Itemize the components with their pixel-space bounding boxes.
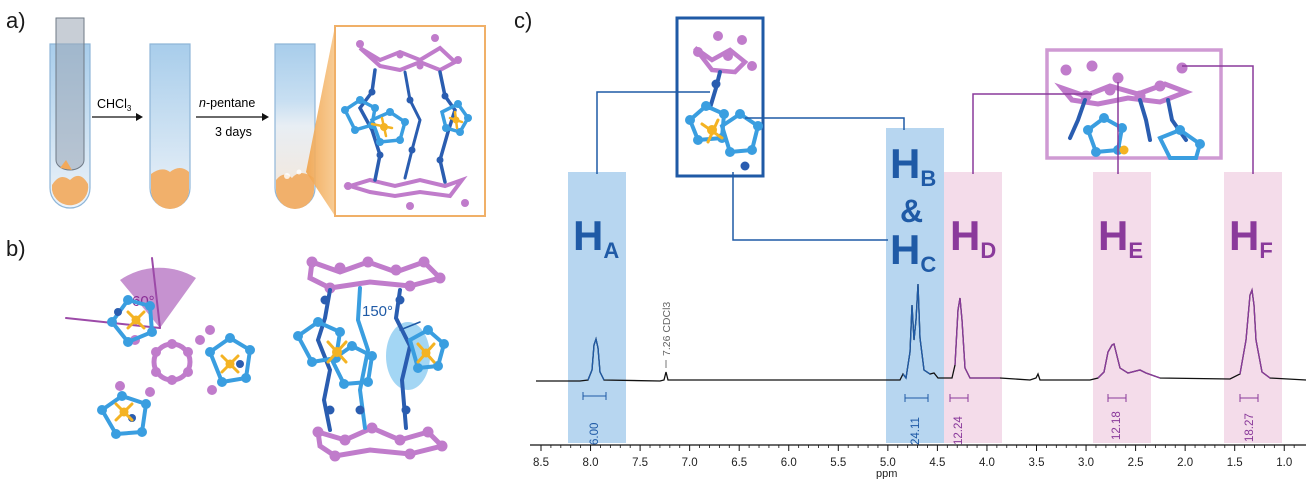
label-HB: HB (890, 140, 936, 191)
zoom-wedge (306, 26, 335, 216)
band-HA (568, 172, 626, 443)
tick-label: 5.0 (880, 457, 896, 469)
nmr-spectrum (536, 283, 1306, 382)
integral-HBC: 24.11 (910, 417, 922, 445)
arrow-2 (196, 113, 269, 121)
tube-2 (149, 43, 191, 209)
leader-lines-blue (596, 91, 905, 241)
tick-group: 8.5 8.0 7.5 7.0 6.5 6.0 5.5 5.0 4.5 4.0 3.5 3.0 2.5 2… (533, 445, 1295, 469)
arrow-1 (92, 113, 143, 121)
panel-b-right-structure: 150° (293, 256, 449, 462)
angle-150-label: 150° (362, 303, 393, 320)
tick-label: 2.5 (1128, 457, 1144, 469)
label-HD: HD (950, 212, 996, 263)
tick-label: 1.0 (1276, 457, 1292, 469)
tick-label: 4.0 (979, 457, 995, 469)
tick-label: 4.5 (929, 457, 945, 469)
band-HBC (886, 128, 944, 443)
panel-b-left-structure: 60° (65, 257, 255, 439)
integral-HF: 18.27 (1244, 413, 1256, 442)
step2-label: n-pentane (199, 96, 255, 110)
integral-HE: 12.18 (1111, 411, 1123, 440)
tick-label: 6.5 (731, 457, 747, 469)
label-amp: & (900, 193, 923, 229)
crystal-structure-a (341, 34, 472, 210)
integral-HD: 12.24 (953, 416, 965, 445)
tick-label: 8.0 (583, 457, 599, 469)
label-HA: HA (573, 212, 619, 263)
inset-blue (675, 16, 765, 178)
integral-HA: 6.00 (589, 423, 601, 445)
x-axis-label: ppm (876, 468, 897, 479)
tick-label: 3.0 (1078, 457, 1094, 469)
leader-lines-purple (972, 65, 1254, 174)
step2-time: 3 days (215, 125, 252, 139)
tick-label: 7.0 (682, 457, 698, 469)
inset-purple (1045, 48, 1223, 160)
label-HF: HF (1229, 212, 1273, 263)
solvent-label: 7.26 CDCl3 (661, 302, 673, 356)
tube-1 (49, 17, 91, 209)
tick-label: 5.5 (830, 457, 846, 469)
tick-label: 6.0 (781, 457, 797, 469)
label-HE: HE (1098, 212, 1143, 263)
tube-3 (274, 43, 316, 209)
step1-label: CHCl3 (97, 97, 132, 113)
tick-label: 3.5 (1029, 457, 1045, 469)
signal-labels: HA HB & HC HD HE HF (573, 140, 1273, 277)
panel-a-label: a) (6, 8, 26, 33)
tick-label: 2.0 (1177, 457, 1193, 469)
integrals: 6.00 24.11 12.24 12.18 18.27 (582, 392, 1259, 445)
tick-label: 1.5 (1227, 457, 1243, 469)
x-axis: 8.5 8.0 7.5 7.0 6.5 6.0 5.5 5.0 4.5 4.0 3.5 3.0 2.5 2… (530, 444, 1306, 479)
label-HC: HC (890, 226, 936, 277)
tick-label: 7.5 (632, 457, 648, 469)
panel-c-label: c) (514, 8, 533, 33)
panel-b-label: b) (6, 236, 26, 261)
solvent-annotation: 7.26 CDCl3 (661, 302, 673, 368)
tick-label: 8.5 (533, 457, 549, 469)
